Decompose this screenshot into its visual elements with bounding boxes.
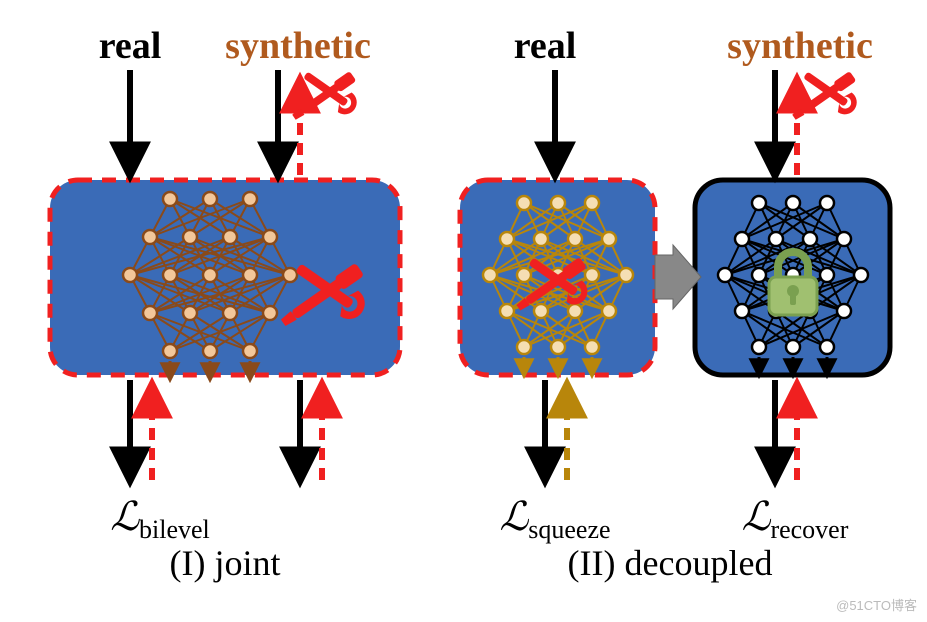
svg-text:ℒsqueeze: ℒsqueeze	[499, 494, 610, 544]
svg-text:(I) joint: (I) joint	[170, 543, 281, 583]
svg-text:ℒbilevel: ℒbilevel	[110, 494, 210, 544]
svg-text:synthetic: synthetic	[727, 25, 873, 67]
svg-text:(II) decoupled: (II) decoupled	[568, 543, 773, 583]
svg-text:synthetic: synthetic	[225, 25, 371, 67]
diagram-canvas: real synthetic ℒbilevel(I) joint real synthe…	[0, 0, 927, 622]
svg-text:ℒrecover: ℒrecover	[742, 494, 849, 544]
watermark: @51CTO博客	[836, 595, 917, 614]
svg-text:real: real	[99, 25, 162, 67]
svg-text:real: real	[514, 25, 577, 67]
